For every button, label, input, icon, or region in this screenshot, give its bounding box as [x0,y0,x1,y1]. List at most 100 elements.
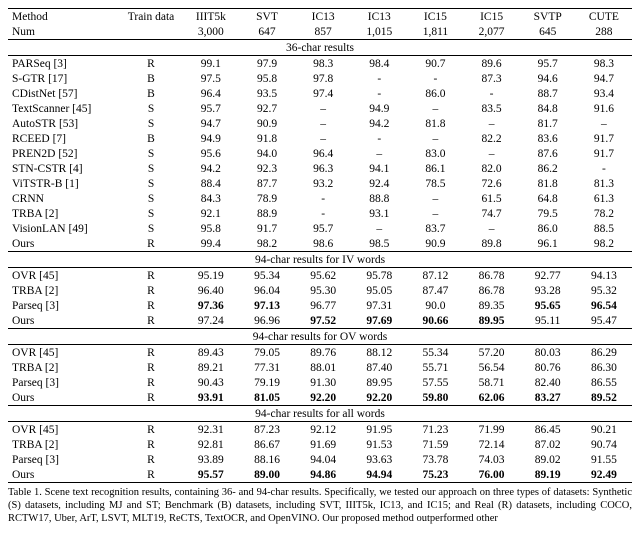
cell: 93.5 [239,86,295,101]
cell: OVR [45] [8,422,119,438]
cell: 89.8 [464,236,520,252]
cell [119,24,183,40]
cell: 88.9 [239,206,295,221]
cell: R [119,313,183,329]
cell: 95.11 [520,313,576,329]
cell: - [295,191,351,206]
cell: 95.7 [520,56,576,72]
cell: 93.2 [295,176,351,191]
cell: 72.14 [464,437,520,452]
cell: 82.40 [520,375,576,390]
cell: 86.29 [576,345,632,361]
cell: - [464,86,520,101]
cell: TRBA [2] [8,283,119,298]
cell: 91.8 [239,131,295,146]
cell: 92.4 [351,176,407,191]
cell: S [119,176,183,191]
cell: 95.05 [351,283,407,298]
cell: 95.30 [295,283,351,298]
cell: 288 [576,24,632,40]
cell: 94.7 [183,116,239,131]
cell: 83.5 [464,101,520,116]
cell: 89.19 [520,467,576,483]
section-title: 94-char results for IV words [8,252,632,268]
cell: Ours [8,467,119,483]
cell: 89.52 [576,390,632,406]
cell: 93.28 [520,283,576,298]
cell: SVT [239,9,295,25]
cell: – [351,221,407,236]
cell: 3,000 [183,24,239,40]
cell: 93.1 [351,206,407,221]
cell: 90.21 [576,422,632,438]
cell: S [119,191,183,206]
cell: 90.43 [183,375,239,390]
cell: R [119,283,183,298]
cell: TRBA [2] [8,360,119,375]
cell: 95.6 [183,146,239,161]
cell: 95.62 [295,268,351,284]
cell: CRNN [8,191,119,206]
cell: 95.7 [183,101,239,116]
cell: 89.35 [464,298,520,313]
cell: – [407,206,463,221]
results-table: MethodTrain dataIIIT5kSVTIC13IC13IC15IC1… [8,8,632,483]
cell: CDistNet [57] [8,86,119,101]
cell: 78.2 [576,206,632,221]
cell: 645 [520,24,576,40]
cell: S [119,206,183,221]
cell: 83.0 [407,146,463,161]
cell: 87.6 [520,146,576,161]
cell: R [119,298,183,313]
cell: 79.19 [239,375,295,390]
cell: STN-CSTR [4] [8,161,119,176]
cell: 98.4 [351,56,407,72]
cell: 95.78 [351,268,407,284]
cell: 94.1 [351,161,407,176]
cell: OVR [45] [8,345,119,361]
cell: 88.12 [351,345,407,361]
cell: 75.23 [407,467,463,483]
cell: - [351,86,407,101]
cell: 56.54 [464,360,520,375]
cell: 62.06 [464,390,520,406]
cell: 89.6 [464,56,520,72]
cell: 92.81 [183,437,239,452]
cell: S [119,146,183,161]
cell: 92.12 [295,422,351,438]
cell: 88.01 [295,360,351,375]
cell: 91.95 [351,422,407,438]
cell: 91.55 [576,452,632,467]
cell: 94.9 [351,101,407,116]
cell: 857 [295,24,351,40]
cell: IC13 [295,9,351,25]
cell: 55.71 [407,360,463,375]
cell: 95.8 [239,71,295,86]
cell: R [119,422,183,438]
cell: 86.30 [576,360,632,375]
cell: Train data [119,9,183,25]
cell: – [295,101,351,116]
cell: VisionLAN [49] [8,221,119,236]
cell: 87.12 [407,268,463,284]
cell: 1,015 [351,24,407,40]
cell: 94.6 [520,71,576,86]
cell: 74.7 [464,206,520,221]
cell: Num [8,24,119,40]
cell: 90.0 [407,298,463,313]
cell: 86.78 [464,268,520,284]
section-title: 94-char results for all words [8,406,632,422]
cell: 78.9 [239,191,295,206]
cell: TRBA [2] [8,437,119,452]
cell: 81.05 [239,390,295,406]
cell: 94.94 [351,467,407,483]
cell: 90.9 [239,116,295,131]
cell: R [119,452,183,467]
cell: PARSeq [3] [8,56,119,72]
cell: 90.74 [576,437,632,452]
cell: 93.89 [183,452,239,467]
section-title: 36-char results [8,40,632,56]
cell: 74.03 [464,452,520,467]
cell: Parseq [3] [8,452,119,467]
cell: 92.31 [183,422,239,438]
